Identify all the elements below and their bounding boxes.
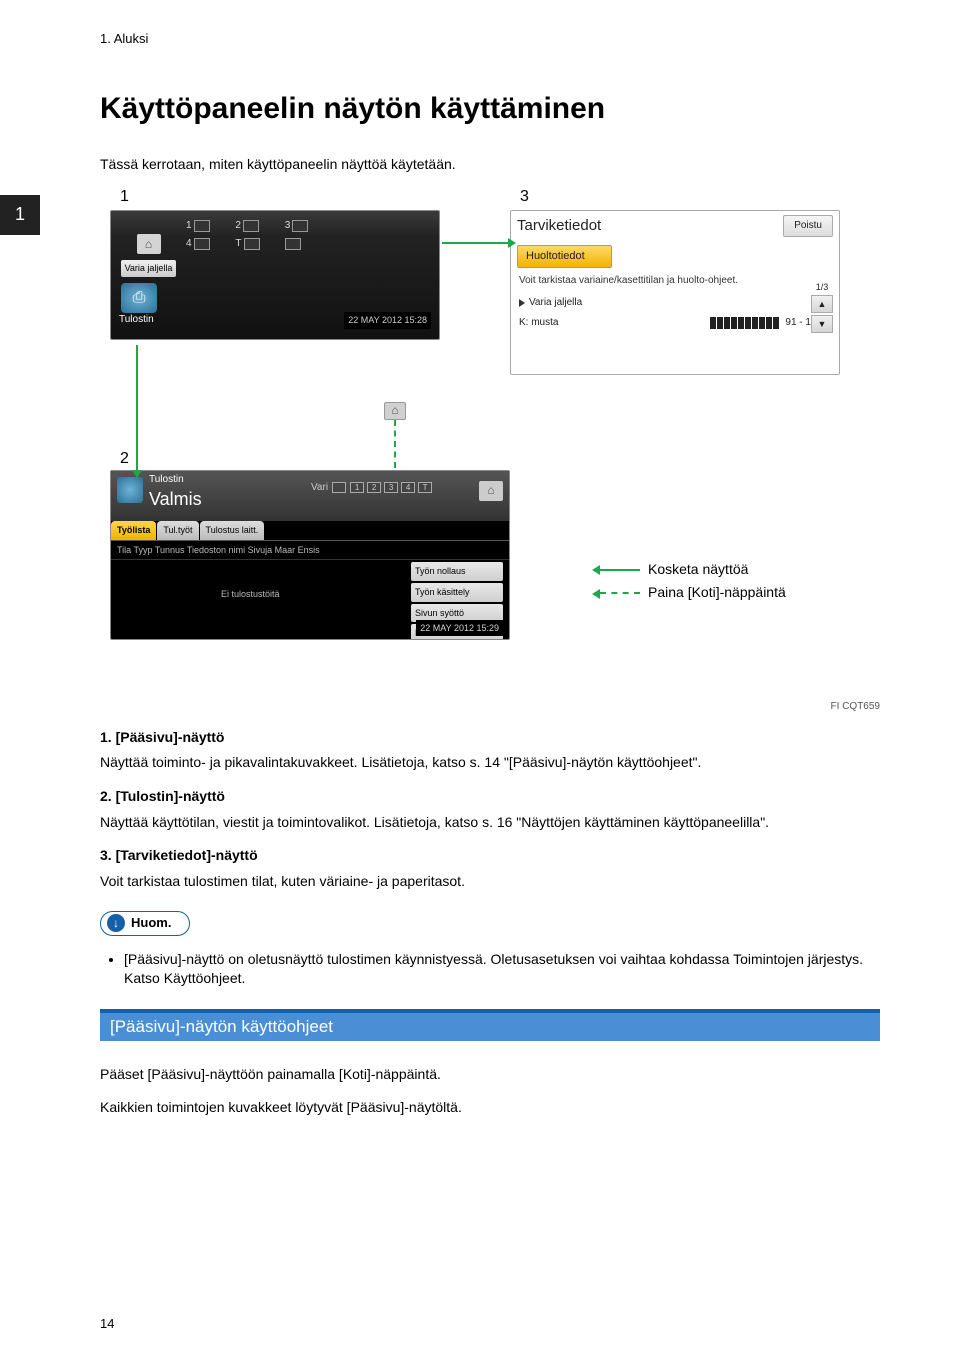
home-screen-panel: ⌂ Varia jaljella 1 2 3 4 T ⎙ Tulostin 22… — [110, 210, 440, 340]
ink-black-label: K: musta — [519, 316, 558, 330]
intro-text: Tässä kerrotaan, miten käyttöpaneelin nä… — [100, 155, 880, 175]
note-label: Huom. — [131, 914, 171, 932]
arrow-line — [442, 242, 508, 244]
chapter-side-tab: 1 — [0, 195, 40, 235]
callout-3: 3 — [520, 186, 529, 208]
tray-icon — [194, 238, 210, 250]
note-badge: ↓ Huom. — [100, 911, 190, 935]
tray-label: 1 — [186, 219, 192, 233]
tray-label: 3 — [285, 219, 291, 233]
note-item: [Pääsivu]-näyttö on oletusnäyttö tulosti… — [124, 950, 880, 989]
ink-remaining-label: Varia jaljella — [529, 296, 582, 310]
tray-icon — [194, 220, 210, 232]
tray-icon — [243, 220, 259, 232]
legend: Kosketa näyttöä Paina [Koti]-näppäintä — [600, 560, 786, 607]
page-up-button[interactable]: ▲ — [811, 295, 833, 313]
figure-code: FI CQT659 — [100, 700, 880, 714]
tray-icon — [285, 238, 301, 250]
tray-mini-icon: 1 — [350, 482, 364, 493]
page-title: Käyttöpaneelin näytön käyttäminen — [100, 88, 880, 130]
item-1-body: Näyttää toiminto- ja pikavalintakuvakkee… — [100, 753, 880, 773]
tray-label: T — [235, 237, 241, 251]
supplies-screen-panel: Tarviketiedot Poistu Huoltotiedot Voit t… — [510, 210, 840, 375]
tray-mini-icon: 2 — [367, 482, 381, 493]
tray-mini-icon: 3 — [384, 482, 398, 493]
tab-joblist[interactable]: Työlista — [111, 521, 156, 540]
ink-remaining-button[interactable]: Varia jaljella — [121, 260, 177, 277]
home-icon: ⌂ — [137, 234, 161, 254]
callout-1: 1 — [120, 186, 129, 208]
maintenance-info-button[interactable]: Huoltotiedot — [517, 245, 612, 268]
note-icon: ↓ — [107, 914, 125, 932]
side-button[interactable]: Työn käsittely — [411, 583, 503, 602]
legend-touch-label: Kosketa näyttöä — [648, 560, 748, 580]
app-name-small: Tulostin — [149, 473, 184, 487]
tray-mini-icon: 4 — [401, 482, 415, 493]
timestamp: 22 MAY 2012 15:28 — [344, 312, 431, 329]
item-3-heading: 3. [Tarviketiedot]-näyttö — [100, 846, 880, 866]
printer-icon — [117, 477, 143, 503]
printer-app-label: Tulostin — [119, 313, 154, 327]
callout-2: 2 — [120, 448, 129, 470]
timestamp: 22 MAY 2012 15:29 — [416, 620, 503, 637]
home-key-icon: ⌂ — [384, 402, 406, 420]
tab-printdevice[interactable]: Tulostus laitt. — [200, 521, 265, 540]
ink-label: Vari — [311, 481, 328, 495]
tray-mini-icon: T — [418, 482, 432, 493]
body-paragraph-1: Pääset [Pääsivu]-näyttöön painamalla [Ko… — [100, 1065, 880, 1085]
supplies-description: Voit tarkistaa variaine/kasettitilan ja … — [511, 272, 839, 290]
legend-homekey-label: Paina [Koti]-näppäintä — [648, 583, 786, 603]
empty-jobs-message: Ei tulostustöitä — [221, 588, 280, 601]
chevron-right-icon — [519, 299, 525, 307]
ink-mini-icon — [332, 482, 346, 493]
item-2-heading: 2. [Tulostin]-näyttö — [100, 787, 880, 807]
tray-label: 2 — [235, 219, 241, 233]
diagram-container: 1 2 3 ⌂ Varia jaljella 1 2 3 4 T — [100, 190, 880, 690]
section-heading: [Pääsivu]-näytön käyttöohjeet — [100, 1013, 880, 1041]
page-number: 14 — [100, 1315, 114, 1333]
legend-solid-arrow-icon — [600, 569, 640, 571]
tab-printjobs[interactable]: Tul.työt — [157, 521, 198, 540]
tray-icon — [292, 220, 308, 232]
chapter-header: 1. Aluksi — [100, 30, 880, 48]
supplies-title: Tarviketiedot — [517, 215, 601, 236]
exit-button[interactable]: Poistu — [783, 215, 833, 237]
page-down-button[interactable]: ▼ — [811, 315, 833, 333]
arrow-line — [136, 345, 138, 470]
home-button[interactable]: ⌂ — [479, 481, 503, 501]
item-3-body: Voit tarkistaa tulostimen tilat, kuten v… — [100, 872, 880, 892]
arrow-dash — [394, 420, 396, 468]
side-button[interactable]: Työn nollaus — [411, 562, 503, 581]
printer-status: Valmis — [149, 487, 202, 512]
item-1-heading: 1. [Pääsivu]-näyttö — [100, 728, 880, 748]
printer-app-icon[interactable]: ⎙ — [121, 283, 157, 313]
printer-screen-panel: Tulostin Valmis Vari 1 2 3 4 T ⌂ Työlist… — [110, 470, 510, 640]
ink-level-bars — [710, 317, 779, 329]
pager-count: 1/3 — [816, 281, 829, 294]
legend-dash-arrow-icon — [600, 592, 640, 594]
tray-icon — [244, 238, 260, 250]
table-columns: Tila Tyyp Tunnus Tiedoston nimi Sivuja M… — [111, 541, 509, 561]
tray-label: 4 — [186, 237, 192, 251]
body-paragraph-2: Kaikkien toimintojen kuvakkeet löytyvät … — [100, 1098, 880, 1118]
item-2-body: Näyttää käyttötilan, viestit ja toiminto… — [100, 813, 880, 833]
